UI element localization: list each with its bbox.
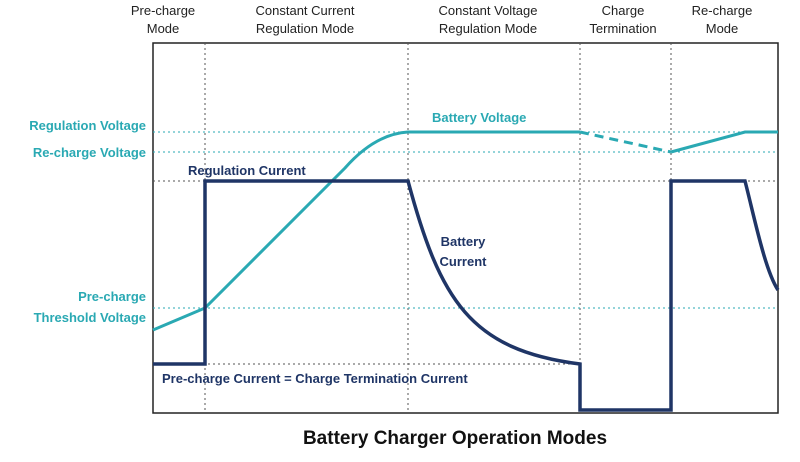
mode-label: Charge Termination bbox=[589, 3, 656, 36]
level-line: Threshold Voltage bbox=[34, 310, 146, 325]
mode-line: Charge bbox=[602, 3, 645, 18]
level-line: Pre-charge bbox=[78, 289, 146, 304]
battery-current-curve bbox=[153, 179, 780, 412]
mode-line: Pre-charge bbox=[131, 3, 195, 18]
level-label: Re-charge Voltage bbox=[33, 145, 146, 160]
mode-line: Constant Current bbox=[256, 3, 355, 18]
precharge-current-label: Pre-charge Current = Charge Termination … bbox=[162, 371, 468, 386]
title: Battery Charger Operation Modes bbox=[303, 428, 607, 449]
frame bbox=[152, 42, 779, 414]
label-line: Current bbox=[440, 254, 488, 269]
level-label: Pre-charge Threshold Voltage bbox=[34, 289, 146, 325]
battery-current-label: Battery Current bbox=[440, 234, 488, 269]
voltage-line bbox=[670, 130, 778, 154]
mode-label: Re-charge Mode bbox=[692, 3, 753, 36]
mode-dividers bbox=[204, 43, 672, 413]
voltage-dashed bbox=[579, 130, 672, 154]
mode-label: Constant Voltage Regulation Mode bbox=[438, 3, 537, 36]
regulation-current-label: Regulation Current bbox=[188, 163, 306, 178]
mode-line: Termination bbox=[589, 21, 656, 36]
mode-line: Re-charge bbox=[692, 3, 753, 18]
mode-line: Mode bbox=[706, 21, 739, 36]
label-line: Battery bbox=[441, 234, 487, 249]
battery-voltage-curve bbox=[152, 130, 778, 332]
mode-line: Regulation Mode bbox=[439, 21, 537, 36]
current-line bbox=[153, 179, 780, 412]
voltage-line bbox=[152, 130, 580, 332]
mode-label: Constant Current Regulation Mode bbox=[256, 3, 355, 36]
mode-line: Mode bbox=[147, 21, 180, 36]
mode-line: Constant Voltage bbox=[438, 3, 537, 18]
battery-voltage-label: Battery Voltage bbox=[432, 110, 526, 125]
level-label: Regulation Voltage bbox=[29, 118, 146, 133]
mode-label: Pre-charge Mode bbox=[131, 3, 195, 36]
mode-line: Regulation Mode bbox=[256, 21, 354, 36]
